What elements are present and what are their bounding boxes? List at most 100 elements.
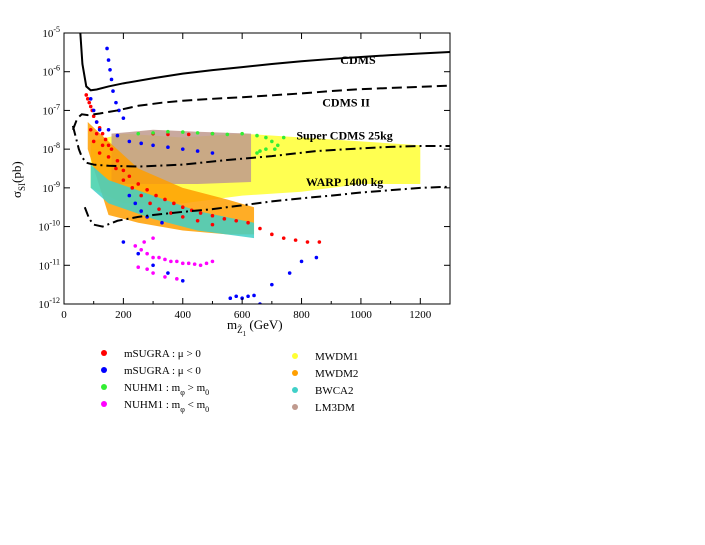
point-series-2 — [240, 131, 244, 136]
point-series-1 — [210, 151, 215, 155]
legend-label: BWCA2 — [315, 385, 354, 397]
point-series-0 — [293, 238, 298, 242]
point-series-0 — [100, 131, 105, 136]
point-series-1 — [127, 139, 132, 144]
point-series-2 — [225, 132, 230, 137]
point-series-3 — [145, 251, 149, 256]
point-series-0 — [210, 222, 215, 227]
point-series-2 — [195, 131, 200, 135]
point-series-0 — [281, 236, 286, 240]
point-series-1 — [151, 263, 155, 268]
point-series-1 — [270, 282, 274, 287]
point-series-0 — [180, 215, 185, 219]
point-series-0 — [91, 139, 96, 144]
point-series-0 — [210, 213, 215, 218]
label-cdms-ii: CDMS II — [322, 96, 370, 110]
legend-marker — [292, 404, 298, 410]
point-series-1 — [88, 97, 93, 101]
point-series-0 — [234, 218, 239, 223]
point-series-0 — [186, 132, 191, 137]
point-series-0 — [88, 127, 93, 132]
legend-label: LM3DM — [315, 402, 355, 414]
point-series-0 — [121, 178, 126, 182]
point-series-1 — [299, 259, 304, 264]
point-series-3 — [198, 263, 203, 268]
point-series-1 — [160, 220, 164, 225]
point-series-2 — [264, 147, 268, 151]
point-series-3 — [175, 277, 179, 281]
point-series-0 — [305, 240, 310, 244]
y-tick-label: 10-5 — [42, 25, 60, 40]
point-series-1 — [195, 149, 200, 153]
point-series-3 — [175, 259, 179, 264]
point-series-3 — [186, 261, 191, 266]
label-cdms: CDMS — [340, 53, 376, 67]
point-series-0 — [180, 205, 185, 210]
point-series-1 — [151, 143, 155, 148]
legend-label: mSUGRA : μ < 0 — [124, 365, 201, 377]
point-series-1 — [121, 116, 126, 120]
x-tick-label: 800 — [293, 309, 310, 321]
point-series-1 — [108, 67, 112, 72]
point-series-2 — [275, 143, 280, 148]
limit-curve-cdms-ii — [71, 84, 450, 131]
point-series-3 — [157, 255, 161, 260]
point-series-1 — [228, 296, 233, 300]
point-series-1 — [180, 147, 185, 151]
legend-label: MWDM2 — [315, 368, 358, 380]
point-series-3 — [145, 267, 149, 271]
point-series-1 — [94, 120, 99, 124]
y-tick-label: 10-8 — [42, 141, 60, 156]
point-series-0 — [94, 131, 99, 136]
point-series-0 — [106, 155, 111, 159]
point-series-1 — [111, 89, 115, 93]
legend-label: NUHM1 : mφ < m0 — [124, 399, 209, 414]
model-scatter-points — [84, 46, 322, 304]
x-axis-ticks: 0 200 400 600 800 1000 1200 — [61, 33, 432, 321]
point-series-1 — [246, 294, 250, 299]
point-series-3 — [133, 244, 138, 248]
point-series-0 — [87, 100, 92, 105]
label-warp-1400-kg: WARP 1400 kg — [306, 175, 383, 189]
limit-curve-warp-1400-kg — [83, 185, 450, 228]
x-tick-label: 600 — [234, 309, 251, 321]
point-series-1 — [117, 108, 121, 113]
point-series-2 — [264, 135, 268, 140]
y-axis-ticks: 10-12 10-11 10-10 10-9 10-8 10-7 10-6 10-5 — [38, 25, 450, 311]
point-series-1 — [105, 46, 109, 51]
point-series-0 — [139, 193, 143, 198]
point-series-1 — [133, 201, 138, 206]
point-series-0 — [121, 168, 126, 173]
legend-marker — [292, 387, 298, 393]
point-series-0 — [106, 143, 111, 148]
legend-label: NUHM1 : mφ > m0 — [124, 382, 209, 397]
x-tick-label: 1200 — [409, 309, 432, 321]
y-tick-label: 10-11 — [39, 257, 60, 272]
point-series-2 — [258, 149, 262, 153]
x-tick-label: 1000 — [350, 309, 373, 321]
point-series-0 — [246, 220, 250, 225]
y-tick-label: 10-10 — [38, 219, 60, 234]
point-series-0 — [127, 174, 132, 179]
point-series-1 — [109, 77, 114, 82]
point-series-1 — [287, 271, 292, 275]
region-bwca2 — [90, 164, 255, 239]
legend-marker — [292, 353, 298, 359]
point-series-1 — [97, 127, 102, 132]
point-series-3 — [151, 236, 155, 240]
x-tick-label: 400 — [175, 309, 192, 321]
point-series-0 — [97, 151, 102, 155]
plot-frame — [63, 32, 451, 305]
limit-curve-cdms — [79, 33, 450, 92]
point-series-0 — [157, 207, 161, 211]
point-series-3 — [151, 271, 155, 275]
point-series-2 — [281, 135, 286, 140]
point-series-1 — [252, 293, 256, 298]
point-series-0 — [109, 147, 114, 151]
legend-marker — [292, 370, 298, 376]
y-tick-label: 10-7 — [42, 102, 60, 117]
point-series-3 — [180, 261, 185, 266]
x-axis-title: mZ̃1 (GeV) — [227, 317, 283, 338]
legend-marker — [101, 384, 107, 390]
point-series-0 — [169, 211, 173, 215]
